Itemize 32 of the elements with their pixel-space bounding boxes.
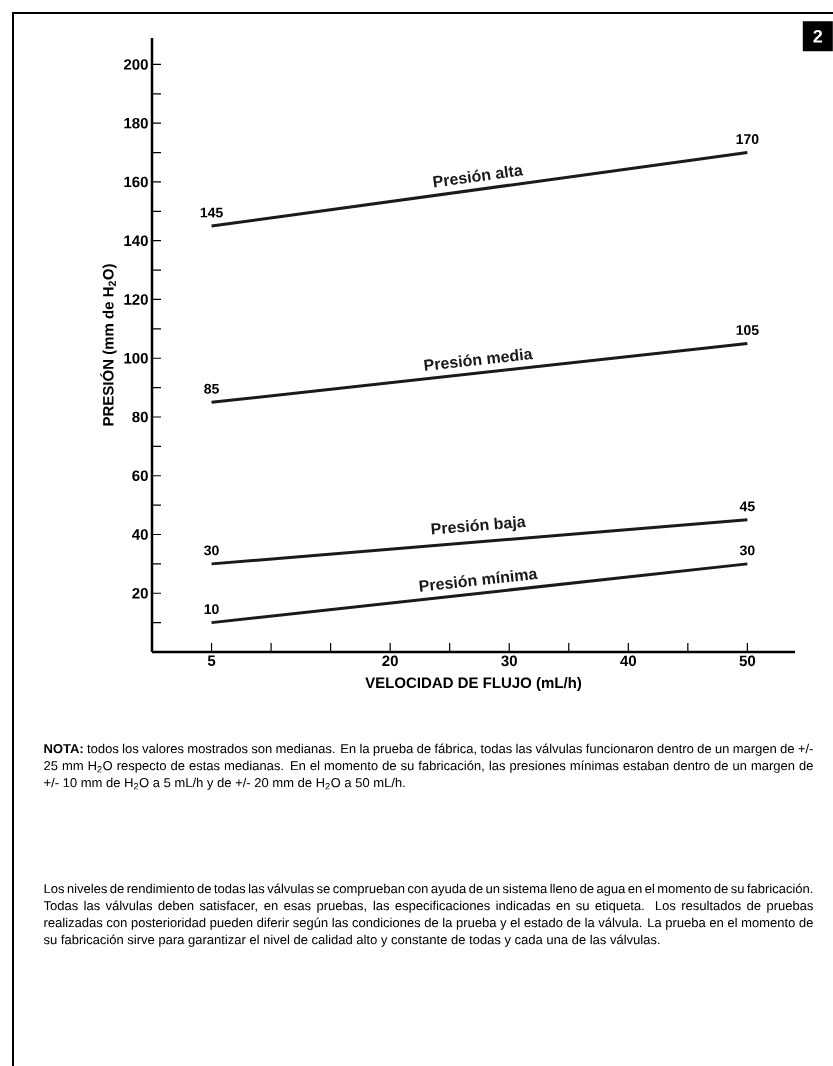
- data-label: 105: [736, 325, 759, 336]
- x-tick-label: 30: [501, 655, 517, 667]
- data-label: 85: [204, 383, 219, 394]
- data-label: 45: [739, 501, 755, 512]
- y-tick-label: 40: [132, 529, 148, 540]
- data-label: 30: [204, 545, 219, 556]
- y-tick-label: 180: [124, 117, 148, 129]
- data-label: 30: [739, 545, 755, 556]
- text: Presión mínima: [419, 569, 538, 592]
- text: NOTA: todos los valores mostrados son medianas. En la prueba de fábrica, todas las válvulas funcionaron dentro de un margen de +/- 25 mm H$_{2}$O respecto de estas medianas. En el momento de su fabricación, las presiones mínimas estaban dentro de un margen de +/- 10 mm de H$_{2}$O a 5 mL/h y de +/- 20 mm de H$_{2}$O a 50 mL/h.: [44, 743, 813, 790]
- y-tick-label: 80: [132, 411, 148, 423]
- data-label: 10: [204, 604, 219, 615]
- y-tick-label: 120: [124, 294, 148, 305]
- x-tick-label: 20: [382, 655, 398, 667]
- y-axis-title: PRESIÓN (mm de H$_{2}$O): [100, 264, 117, 426]
- text: 2: [813, 29, 823, 43]
- x-tick-label: 5: [207, 655, 216, 666]
- y-tick-label: 200: [123, 59, 148, 70]
- text: Los niveles de rendimiento de todas las válvulas se comprueban con ayuda de un sistema lleno de agua en el momento de su fabricación. Todas las válvulas deben satisfacer, en esas pruebas, las especificaciones indicadas en su etiqueta. Los resultados de pruebas realizadas con posterioridad pueden diferir según las condiciones de la prueba y el estado de la válvula. La prueba en el momento de su fabricación sirve para garantizar el nivel de calidad alto y constante de todas y cada una de las válvulas.: [43, 883, 813, 947]
- y-tick-label: 160: [124, 176, 148, 188]
- data-label: 170: [736, 134, 759, 145]
- series-label: Presión baja: [431, 516, 527, 535]
- data-label: 145: [200, 207, 223, 218]
- x-axis-title: VELOCIDAD DE FLUJO (mL/h): [365, 677, 582, 692]
- y-tick-label: 60: [132, 470, 148, 482]
- text: Presión alta: [433, 165, 524, 188]
- x-tick-label: 40: [620, 655, 637, 667]
- y-tick-label: 140: [124, 235, 148, 247]
- text: Presión media: [424, 348, 534, 371]
- y-tick-label: 100: [124, 352, 148, 364]
- y-tick-label: 20: [132, 587, 148, 599]
- x-tick-label: 50: [739, 655, 756, 667]
